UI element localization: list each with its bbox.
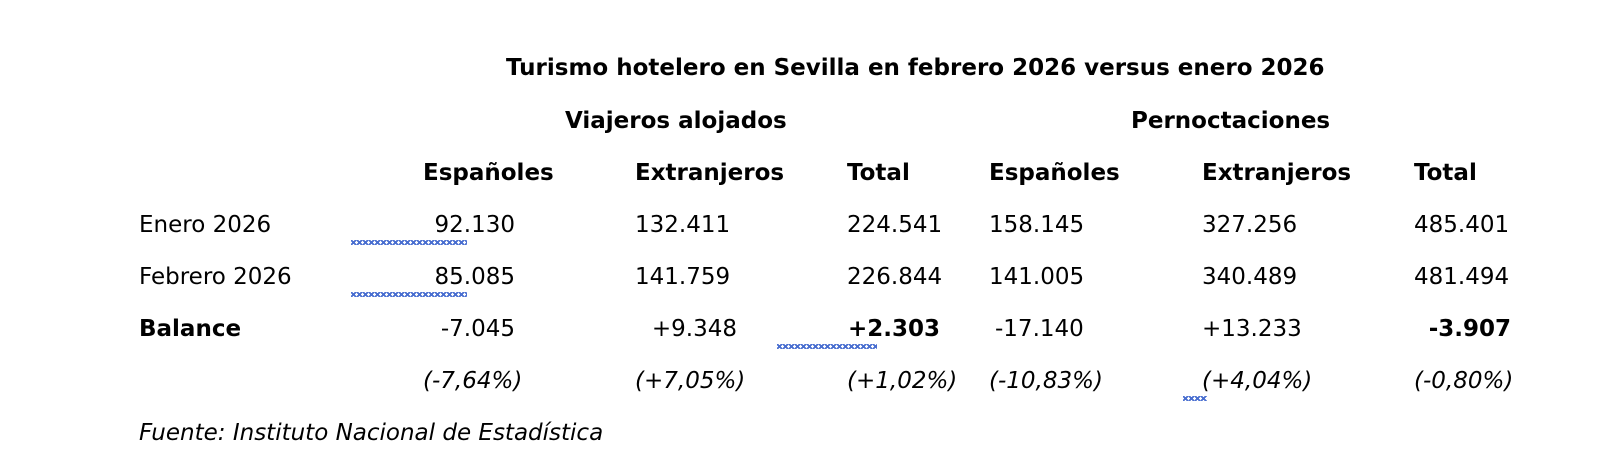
cell-percent-extranjeros-viajeros: (+7,05%) bbox=[635, 368, 746, 394]
cell-enero-espanoles-viajeros: 92.130 bbox=[434, 212, 515, 238]
row-label-febrero: Febrero 2026 bbox=[139, 264, 292, 290]
column-header-espanoles-viajeros: Españoles bbox=[423, 160, 554, 186]
cell-percent-total-pernoctaciones: (-0,80%) bbox=[1414, 368, 1514, 394]
spellcheck-underline bbox=[351, 240, 467, 245]
spellcheck-underline bbox=[351, 292, 467, 297]
cell-balance-total-viajeros: +2.303 bbox=[847, 316, 940, 342]
group-header-pernoctaciones: Pernoctaciones bbox=[1131, 108, 1331, 134]
cell-febrero-total-pernoctaciones: 481.494 bbox=[1414, 264, 1510, 290]
row-label-enero: Enero 2026 bbox=[139, 212, 272, 238]
cell-percent-total-viajeros: (+1,02%) bbox=[847, 368, 958, 394]
cell-balance-extranjeros-viajeros: +9.348 bbox=[651, 316, 737, 342]
spellcheck-underline bbox=[1183, 396, 1207, 401]
column-header-extranjeros-viajeros: Extranjeros bbox=[635, 160, 785, 186]
cell-febrero-espanoles-pernoctaciones: 141.005 bbox=[989, 264, 1085, 290]
column-header-total-pernoctaciones: Total bbox=[1414, 160, 1477, 186]
cell-febrero-espanoles-viajeros: 85.085 bbox=[434, 264, 515, 290]
spellcheck-underline bbox=[777, 344, 877, 349]
cell-febrero-extranjeros-pernoctaciones: 340.489 bbox=[1202, 264, 1298, 290]
cell-percent-extranjeros-pernoctaciones: (+4,04%) bbox=[1202, 368, 1313, 394]
cell-balance-total-pernoctaciones: -3.907 bbox=[1428, 316, 1511, 342]
cell-enero-extranjeros-viajeros: 132.411 bbox=[635, 212, 731, 238]
row-label-balance: Balance bbox=[139, 316, 242, 342]
cell-enero-espanoles-pernoctaciones: 158.145 bbox=[989, 212, 1085, 238]
cell-febrero-extranjeros-viajeros: 141.759 bbox=[635, 264, 731, 290]
table-title: Turismo hotelero en Sevilla en febrero 2… bbox=[506, 55, 1325, 81]
column-header-espanoles-pernoctaciones: Españoles bbox=[989, 160, 1120, 186]
column-header-total-viajeros: Total bbox=[847, 160, 910, 186]
cell-percent-espanoles-viajeros: (-7,64%) bbox=[423, 368, 523, 394]
cell-balance-espanoles-pernoctaciones: -17.140 bbox=[995, 316, 1084, 342]
cell-balance-espanoles-viajeros: -7.045 bbox=[440, 316, 515, 342]
cell-febrero-total-viajeros: 226.844 bbox=[847, 264, 943, 290]
cell-enero-total-viajeros: 224.541 bbox=[847, 212, 943, 238]
cell-enero-extranjeros-pernoctaciones: 327.256 bbox=[1202, 212, 1298, 238]
cell-enero-total-pernoctaciones: 485.401 bbox=[1414, 212, 1510, 238]
cell-balance-extranjeros-pernoctaciones: +13.233 bbox=[1202, 316, 1302, 342]
cell-percent-espanoles-pernoctaciones: (-10,83%) bbox=[989, 368, 1103, 394]
group-header-viajeros: Viajeros alojados bbox=[565, 108, 787, 134]
source-note: Fuente: Instituto Nacional de Estadístic… bbox=[139, 420, 604, 446]
column-header-extranjeros-pernoctaciones: Extranjeros bbox=[1202, 160, 1352, 186]
